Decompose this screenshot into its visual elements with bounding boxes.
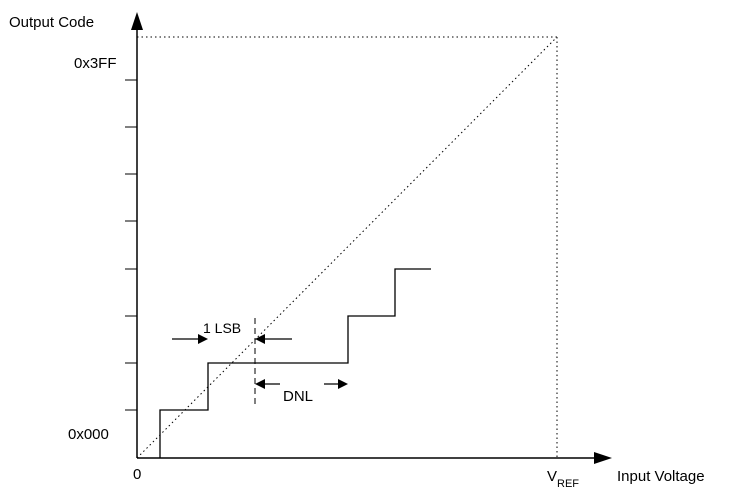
x-axis-arrowhead bbox=[594, 452, 612, 464]
y-top-code-label: 0x3FF bbox=[74, 55, 117, 72]
lsb-label: 1 LSB bbox=[203, 320, 241, 336]
x-origin-label: 0 bbox=[133, 466, 141, 483]
x-ref-subscript: REF bbox=[557, 478, 579, 490]
y-axis-label: Output Code bbox=[9, 14, 94, 31]
y-ticks bbox=[125, 79, 137, 411]
lsb-arrowhead-right bbox=[255, 334, 265, 344]
dnl-label: DNL bbox=[283, 388, 313, 405]
y-bottom-code-label: 0x000 bbox=[68, 426, 109, 443]
y-axis-arrowhead bbox=[131, 12, 143, 30]
actual-transfer-staircase bbox=[159, 268, 431, 458]
ideal-transfer-line bbox=[136, 36, 558, 459]
dnl-arrowhead-left bbox=[255, 379, 265, 389]
x-ref-main: V bbox=[547, 468, 557, 485]
x-ref-label: VREF bbox=[547, 468, 579, 490]
x-axis-label: Input Voltage bbox=[617, 468, 705, 485]
dnl-arrowhead-right bbox=[338, 379, 348, 389]
lsb-arrowhead-left bbox=[198, 334, 208, 344]
